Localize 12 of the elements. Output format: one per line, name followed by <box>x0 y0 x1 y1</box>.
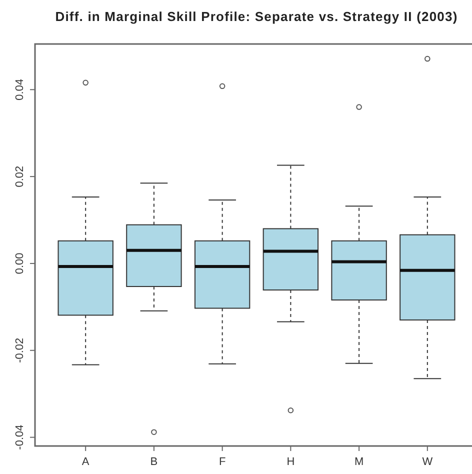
y-tick-label: -0.04 <box>14 424 26 450</box>
x-tick-label: W <box>422 456 434 468</box>
y-tick-label: 0.02 <box>14 166 26 188</box>
y-tick-label: -0.02 <box>14 338 26 363</box>
y-tick-label: 0.00 <box>14 252 26 274</box>
x-tick-label: F <box>218 456 226 468</box>
y-tick-label: 0.04 <box>14 78 26 100</box>
x-tick-label: B <box>150 456 158 468</box>
x-tick-label: A <box>82 456 90 468</box>
chart-title: Diff. in Marginal Skill Profile: Separate vs. Strategy II (2003) <box>55 9 458 24</box>
x-tick-label: M <box>354 456 364 468</box>
x-tick-label: H <box>286 456 295 468</box>
